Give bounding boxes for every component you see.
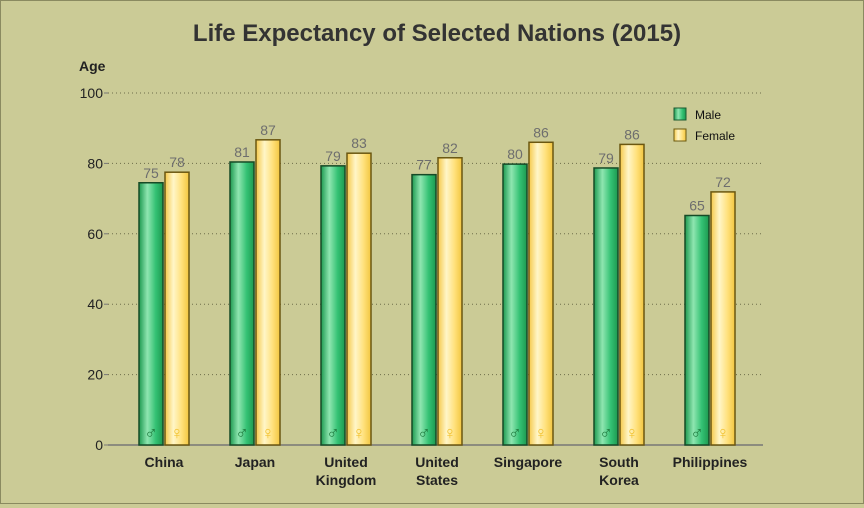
y-tick-label: 0 — [95, 437, 103, 453]
value-label-female: 86 — [624, 126, 640, 142]
female-symbol-icon: ♀ — [534, 423, 548, 443]
value-label-female: 78 — [169, 154, 185, 170]
bar-male — [593, 167, 619, 446]
y-tick-label: 80 — [87, 155, 103, 171]
chart-title: Life Expectancy of Selected Nations (201… — [193, 20, 681, 47]
bar-female — [255, 139, 281, 446]
value-label-male: 80 — [507, 146, 523, 162]
bar-male — [229, 161, 255, 446]
value-label-male: 77 — [416, 157, 432, 173]
value-label-male: 79 — [325, 148, 341, 164]
legend-label-female: Female — [695, 129, 735, 143]
legend-swatch-male — [673, 107, 687, 121]
category-label: Japan — [235, 454, 275, 470]
value-label-male: 75 — [143, 165, 159, 181]
female-symbol-icon: ♀ — [625, 423, 639, 443]
bar-female — [619, 143, 645, 446]
y-tick-label: 40 — [87, 296, 103, 312]
category-label: Korea — [599, 472, 639, 488]
value-label-female: 72 — [715, 174, 731, 190]
legend-label-male: Male — [695, 108, 721, 122]
female-symbol-icon: ♀ — [261, 423, 275, 443]
bar-female — [528, 141, 554, 446]
bar-female — [346, 152, 372, 446]
bars: 75 ♂ 78 ♀ 81 ♂ 87 ♀ 79 ♂ 83 ♀ 77 ♂ 82 ♀ 80 ♂ 86 ♀ 79 ♂ 86 ♀ 65 ♂ 7… — [138, 122, 736, 446]
value-label-male: 65 — [689, 197, 705, 213]
value-label-female: 83 — [351, 135, 367, 151]
y-tick-label: 60 — [87, 226, 103, 242]
legend: Male Female — [673, 107, 735, 143]
male-symbol-icon: ♂ — [144, 423, 158, 443]
category-label: States — [416, 472, 458, 488]
male-symbol-icon: ♂ — [417, 423, 431, 443]
value-label-female: 87 — [260, 122, 276, 138]
female-symbol-icon: ♀ — [716, 423, 730, 443]
female-symbol-icon: ♀ — [352, 423, 366, 443]
category-label: South — [599, 454, 639, 470]
y-tick-label: 100 — [80, 85, 104, 101]
category-label: Philippines — [673, 454, 748, 470]
value-label-male: 79 — [598, 150, 614, 166]
male-symbol-icon: ♂ — [690, 423, 704, 443]
category-labels: China Japan United Kingdom United States Singa… — [145, 454, 748, 488]
category-label: United — [415, 454, 459, 470]
bar-female — [710, 191, 736, 446]
legend-swatch-female — [673, 128, 687, 142]
bar-male — [684, 214, 710, 446]
bar-female — [437, 157, 463, 446]
category-label: China — [145, 454, 184, 470]
value-label-female: 82 — [442, 140, 458, 156]
category-label: Kingdom — [316, 472, 377, 488]
bar-male — [138, 182, 164, 446]
y-axis-label: Age — [79, 58, 106, 74]
female-symbol-icon: ♀ — [443, 423, 457, 443]
bar-male — [320, 165, 346, 446]
value-label-female: 86 — [533, 124, 549, 140]
female-symbol-icon: ♀ — [170, 423, 184, 443]
bar-male — [502, 163, 528, 446]
male-symbol-icon: ♂ — [508, 423, 522, 443]
category-label: Singapore — [494, 454, 563, 470]
y-tick-label: 20 — [87, 367, 103, 383]
category-label: United — [324, 454, 368, 470]
y-axis-ticks: 0 20 40 60 80 100 — [80, 85, 108, 453]
bar-male — [411, 173, 437, 446]
male-symbol-icon: ♂ — [235, 423, 249, 443]
male-symbol-icon: ♂ — [599, 423, 613, 443]
bar-female — [164, 171, 190, 446]
value-label-male: 81 — [234, 144, 250, 160]
male-symbol-icon: ♂ — [326, 423, 340, 443]
